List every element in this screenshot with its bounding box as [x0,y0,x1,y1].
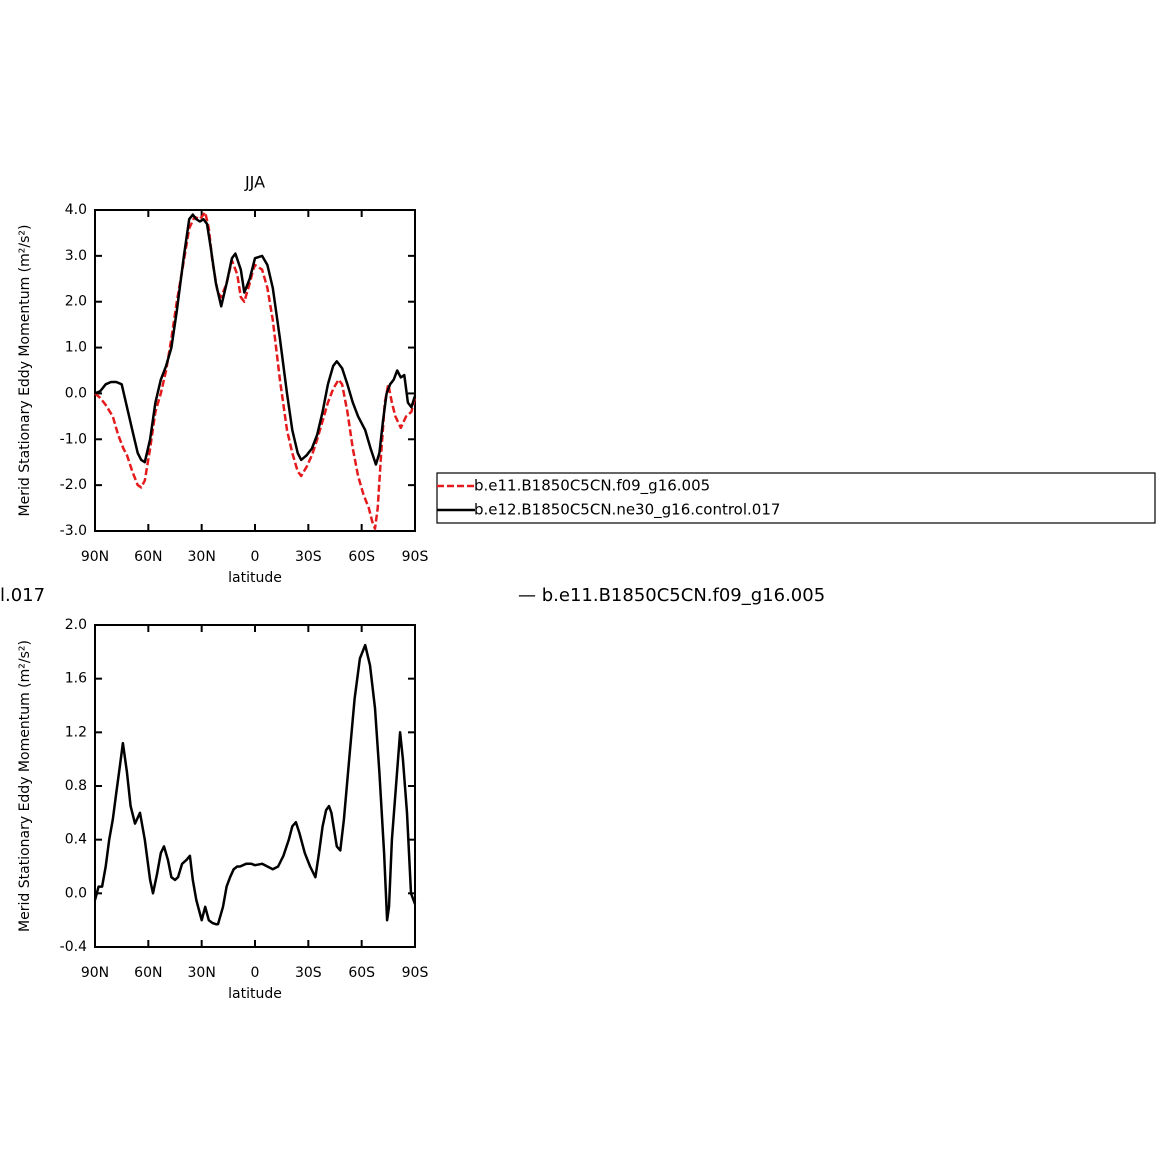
y-tick-label: 3.0 [65,248,87,264]
y-tick-label: 2.0 [65,617,87,633]
x-tick-label: 30N [188,965,216,981]
x-axis-label: latitude [228,570,282,586]
y-tick-label: 0.8 [65,778,87,794]
data-line [94,213,417,466]
y-axis-label: Merid Stationary Eddy Momentum (m²/s²) [17,225,33,517]
x-tick-label: 90S [402,965,429,981]
x-tick-label: 0 [251,965,260,981]
y-tick-label: -3.0 [60,523,87,539]
chart-title: JJA [244,173,265,192]
y-tick-label: 1.0 [65,340,87,356]
y-tick-label: 0.0 [65,385,87,401]
x-tick-label: 30S [295,965,322,981]
y-tick-label: 1.6 [65,671,87,687]
data-line [93,643,417,926]
x-tick-label: 90N [81,965,109,981]
x-tick-label: 90N [81,549,109,565]
y-axis-label: Merid Stationary Eddy Momentum (m²/s²) [17,640,33,932]
y-tick-label: 0.0 [65,885,87,901]
x-axis-label: latitude [228,986,282,1002]
legend-label: b.e11.B1850C5CN.f09_g16.005 [474,477,710,496]
y-tick-label: 4.0 [65,202,87,218]
x-tick-label: 60S [348,549,375,565]
x-tick-label: 90S [402,549,429,565]
y-tick-label: -2.0 [60,477,87,493]
x-tick-label: 60N [134,965,162,981]
plot-frame [94,624,416,948]
x-tick-label: 60S [348,965,375,981]
x-tick-label: 30N [188,549,216,565]
x-tick-label: 0 [251,549,260,565]
annotation: — b.e11.B1850C5CN.f09_g16.005 [518,585,825,606]
x-tick-label: 30S [295,549,322,565]
plot-frame [94,209,416,532]
annotation: l.017 [0,585,45,606]
legend-box [436,472,1156,524]
y-tick-label: -1.0 [60,431,87,447]
y-tick-label: 1.2 [65,724,87,740]
y-tick-label: -0.4 [60,939,87,955]
y-tick-label: 2.0 [65,294,87,310]
y-tick-label: 0.4 [65,832,87,848]
x-tick-label: 60N [134,549,162,565]
legend-label: b.e12.B1850C5CN.ne30_g16.control.017 [474,501,780,520]
data-line [94,211,417,530]
